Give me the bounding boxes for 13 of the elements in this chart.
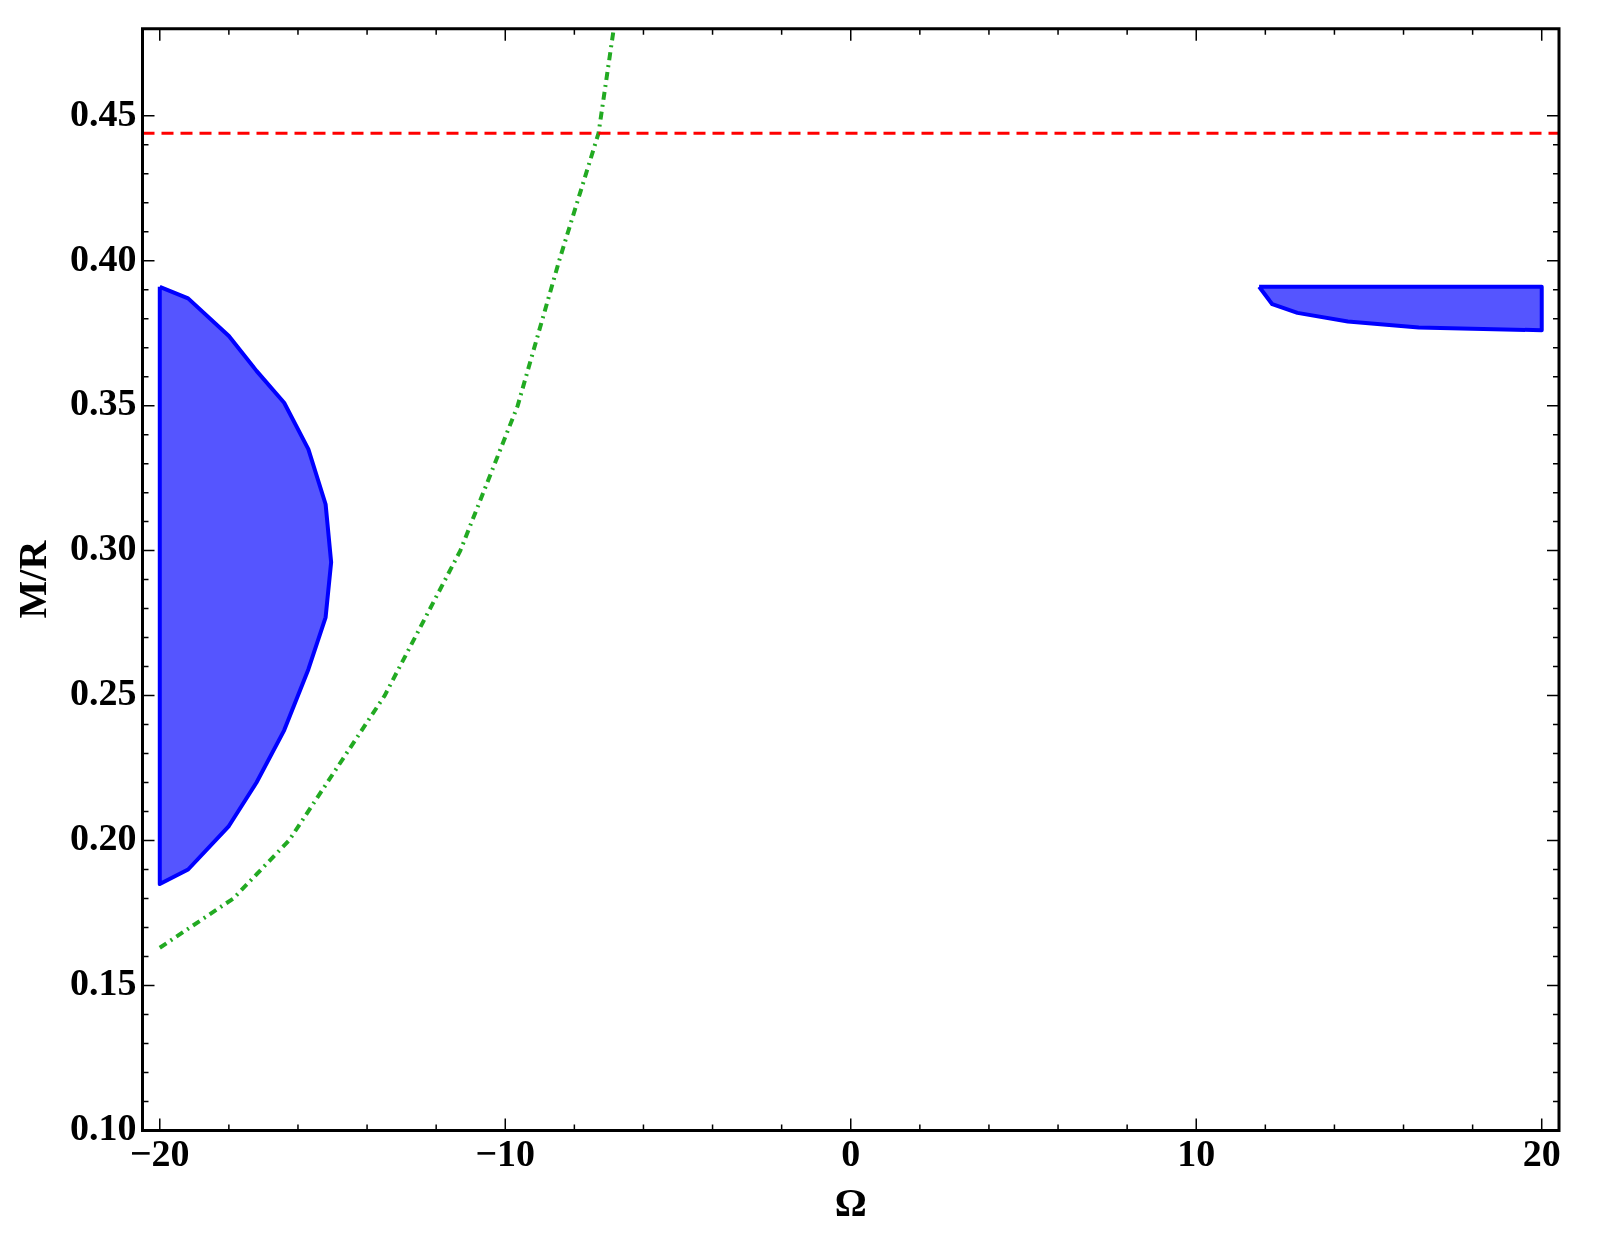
x-axis-title: Ω bbox=[834, 1180, 867, 1226]
y-tick-label: 0.45 bbox=[70, 91, 137, 134]
y-tick-label: 0.20 bbox=[70, 816, 137, 859]
y-tick-label: 0.40 bbox=[70, 236, 137, 279]
x-tick-label: −10 bbox=[475, 1132, 536, 1175]
x-tick-label: 0 bbox=[841, 1132, 861, 1175]
y-tick-label: 0.35 bbox=[70, 381, 137, 424]
x-tick-label: 10 bbox=[1177, 1132, 1216, 1175]
y-tick-label: 0.25 bbox=[70, 671, 137, 714]
y-tick-label: 0.30 bbox=[70, 526, 137, 569]
x-tick-label: 20 bbox=[1522, 1132, 1561, 1175]
y-tick-label: 0.15 bbox=[70, 961, 137, 1004]
y-axis-title: M/R bbox=[10, 539, 56, 619]
